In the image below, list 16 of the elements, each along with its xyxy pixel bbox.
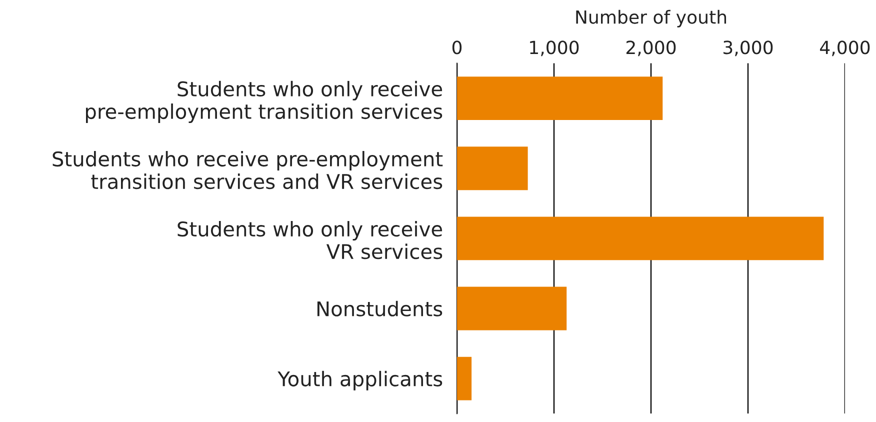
x-tick-label: 1,000 [530, 40, 579, 56]
x-axis-title: Number of youth [576, 10, 726, 28]
y-tick-label: Students who only receive pre-employment transition services [86, 80, 442, 123]
y-tick-label: Nonstudents [317, 300, 442, 316]
bar [457, 146, 528, 190]
x-tick-label: 3,000 [724, 40, 773, 56]
bar [457, 216, 824, 260]
y-tick-label: Students who receive pre-employment transition services and VR services [52, 150, 443, 190]
x-tick-label: 0 [452, 40, 462, 54]
x-tick-label: 2,000 [626, 40, 676, 56]
y-tick-label: Students who only receive VR services [178, 221, 442, 260]
bar [457, 286, 567, 330]
y-tick-label: Youth applicants [278, 370, 442, 390]
x-tick-label: 4,000 [820, 40, 870, 56]
bar [457, 76, 663, 120]
bar [457, 356, 472, 400]
